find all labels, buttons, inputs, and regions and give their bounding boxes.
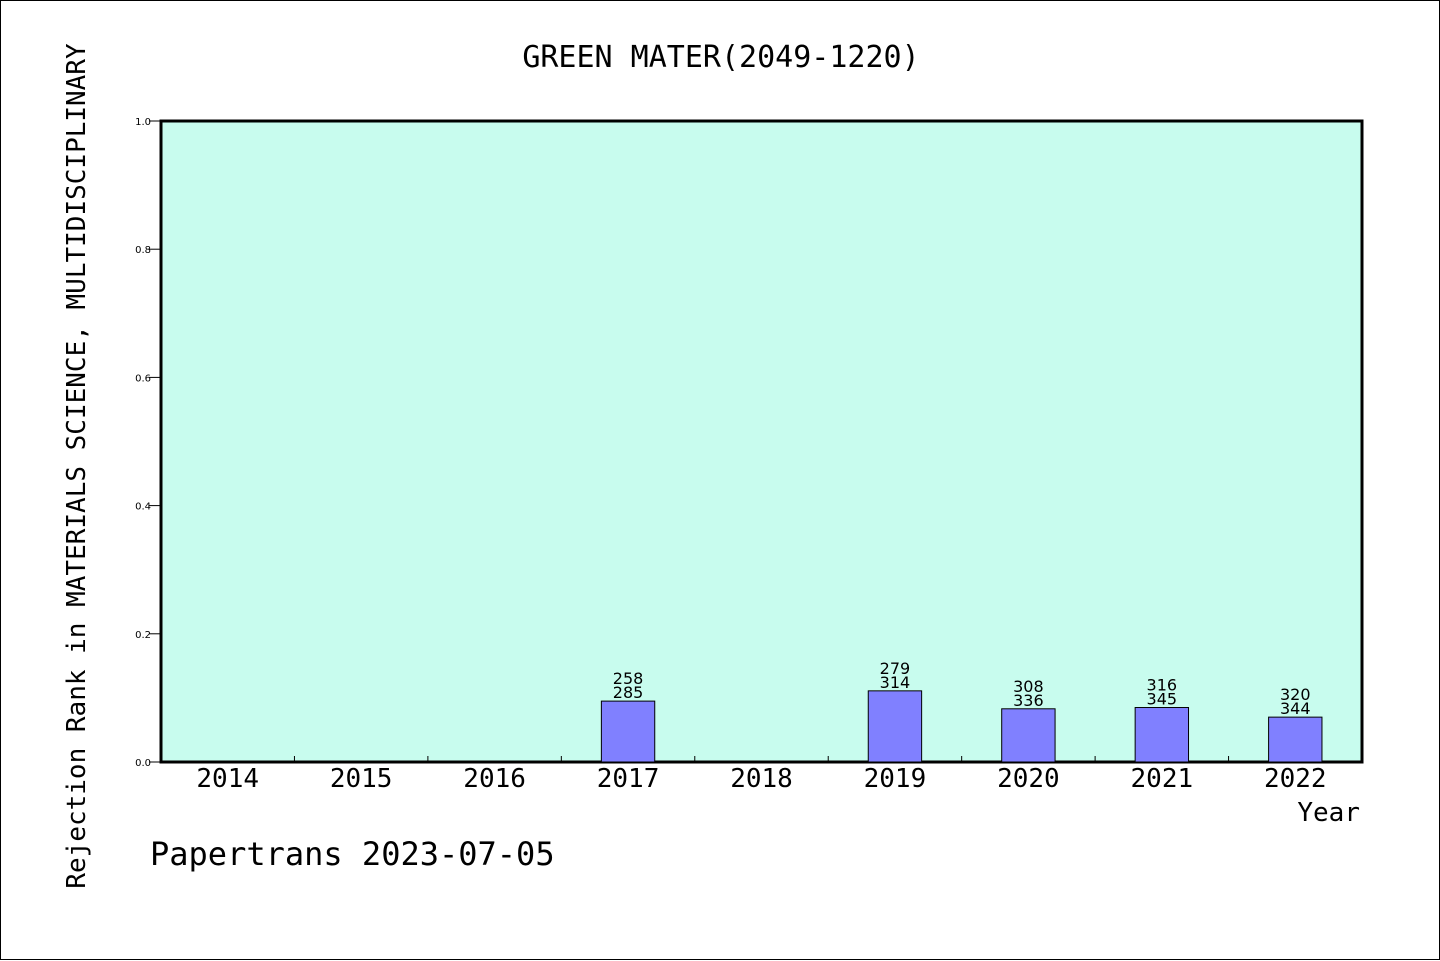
bar-label-top: 316 bbox=[1147, 676, 1178, 695]
bar-2022 bbox=[1268, 716, 1323, 763]
bar-2020 bbox=[1001, 708, 1056, 763]
x-axis-label: Year bbox=[1297, 798, 1360, 828]
x-axis: 2014 2015 2016 2017 2018 2019 2020 2021 2022 bbox=[196, 756, 1327, 794]
x-tick-label: 2014 bbox=[196, 764, 259, 794]
bar-label-bottom: 285 bbox=[613, 683, 644, 702]
y-tick-label: 0.2 bbox=[135, 630, 151, 641]
chart-title: GREEN MATER(2049-1220) bbox=[522, 40, 919, 75]
x-tick-label: 2020 bbox=[997, 764, 1060, 794]
bar-2021 bbox=[1134, 707, 1190, 763]
y-axis-label: Rejection Rank in MATERIALS SCIENCE, MUL… bbox=[62, 43, 92, 889]
y-axis: 0.0 0.2 0.4 0.6 0.8 1.0 bbox=[135, 117, 161, 769]
bar-label-bottom: 336 bbox=[1013, 691, 1044, 710]
bar-label-bottom: 345 bbox=[1147, 690, 1178, 709]
footer-credit: Papertrans 2023-07-05 bbox=[150, 835, 555, 873]
bar-label-top: 258 bbox=[613, 669, 644, 688]
y-tick-label: 1.0 bbox=[135, 117, 151, 128]
x-tick-label: 2019 bbox=[864, 764, 927, 794]
plot-area bbox=[159, 119, 1364, 764]
x-tick-label: 2015 bbox=[330, 764, 393, 794]
x-tick-label: 2022 bbox=[1264, 764, 1327, 794]
x-tick-label: 2017 bbox=[597, 764, 660, 794]
x-tick-label: 2018 bbox=[730, 764, 793, 794]
bar-label-bottom: 314 bbox=[880, 673, 911, 692]
y-tick-label: 0.0 bbox=[135, 758, 151, 769]
x-tick-label: 2021 bbox=[1131, 764, 1194, 794]
bar-2019 bbox=[867, 690, 923, 763]
bar-label-top: 279 bbox=[880, 659, 911, 678]
y-tick-label: 0.6 bbox=[135, 373, 151, 384]
bar-label-top: 308 bbox=[1013, 677, 1044, 696]
bar-label-bottom: 344 bbox=[1280, 699, 1311, 718]
y-tick-label: 0.4 bbox=[135, 502, 151, 513]
x-tick-label: 2016 bbox=[463, 764, 526, 794]
bars bbox=[600, 690, 1323, 763]
y-tick-label: 0.8 bbox=[135, 245, 151, 256]
bar-label-top: 320 bbox=[1280, 685, 1311, 704]
bar-2017 bbox=[600, 700, 656, 763]
